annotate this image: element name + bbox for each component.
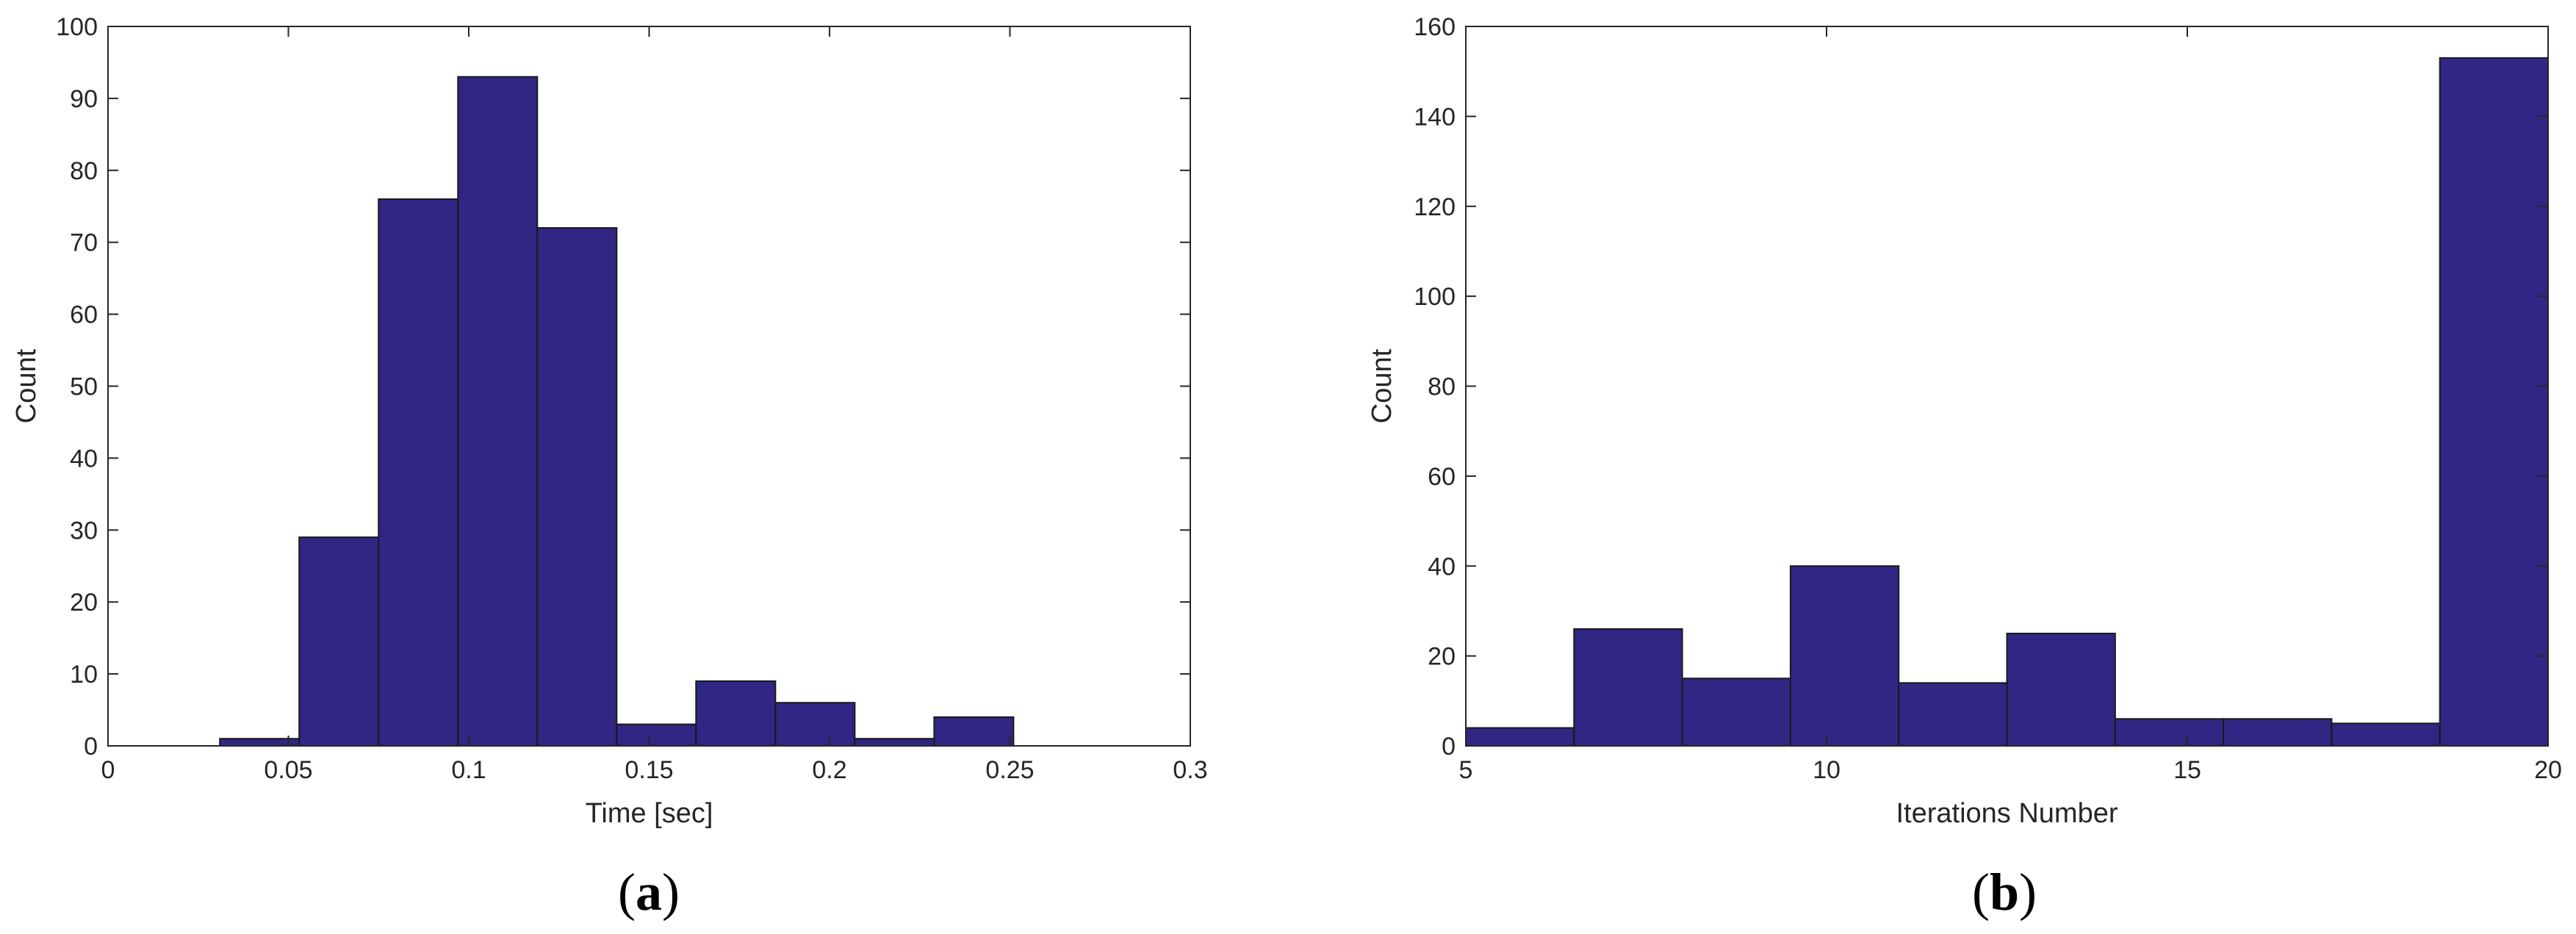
panel-caption: (a)	[618, 863, 680, 922]
histogram-bar	[2114, 718, 2225, 747]
histogram-bar	[933, 716, 1015, 747]
y-tick-label: 0	[84, 733, 98, 761]
y-tick-label: 80	[1428, 373, 1456, 401]
histogram-bar	[1789, 565, 1900, 747]
histogram-bar	[378, 198, 459, 747]
y-tick-label: 50	[70, 373, 98, 401]
y-tick-label: 140	[1414, 103, 1456, 131]
x-tick-label: 0.3	[1173, 756, 1207, 784]
y-tick-label: 40	[1428, 553, 1456, 581]
histogram-bar	[2223, 718, 2333, 747]
x-tick-label: 0.05	[264, 756, 312, 784]
histogram-bar	[219, 738, 301, 747]
y-tick-label: 20	[70, 589, 98, 617]
histogram-bar	[1681, 678, 1791, 747]
y-tick-label: 100	[1414, 283, 1456, 311]
y-tick-label: 160	[1414, 13, 1456, 41]
y-tick-label: 90	[70, 85, 98, 113]
caption-paren-open: (	[1972, 863, 1990, 922]
x-tick-label: 0.1	[451, 756, 486, 784]
caption-paren-close: )	[662, 863, 680, 922]
y-tick-label: 80	[70, 157, 98, 185]
histogram-bar	[298, 536, 380, 747]
axes-box	[107, 26, 1191, 747]
x-axis-label: Iterations Number	[1896, 798, 2118, 829]
x-tick-label: 0.15	[625, 756, 673, 784]
y-tick-label: 60	[1428, 463, 1456, 491]
x-tick-label: 0.25	[985, 756, 1034, 784]
caption-letter: b	[1990, 863, 2019, 922]
histogram-bar	[2331, 722, 2441, 747]
y-tick-label: 60	[70, 301, 98, 329]
y-tick-label: 100	[56, 13, 98, 41]
x-tick-label: 0.2	[812, 756, 846, 784]
histogram-bar	[2006, 633, 2116, 747]
histogram-bar	[2439, 57, 2549, 747]
histogram-bar	[616, 723, 697, 747]
histogram-bar	[536, 227, 618, 747]
y-tick-label: 70	[70, 229, 98, 257]
panel-caption: (b)	[1972, 863, 2037, 922]
y-tick-label: 40	[70, 445, 98, 473]
y-tick-label: 120	[1414, 193, 1456, 221]
histogram-bar	[1465, 727, 1575, 747]
x-tick-label: 20	[2534, 756, 2562, 784]
y-tick-label: 20	[1428, 643, 1456, 671]
x-tick-label: 15	[2173, 756, 2201, 784]
histogram-bar	[854, 738, 935, 747]
caption-paren-close: )	[2019, 863, 2037, 922]
histogram-panel-b: 5 10 15 20 0 20 40 60 80 100 120 140 160 Iterations N…	[1367, 13, 2562, 922]
x-tick-label: 5	[1459, 756, 1473, 784]
y-axis-label: Count	[1367, 348, 1397, 423]
y-tick-label: 30	[70, 517, 98, 545]
y-tick-label: 0	[1442, 733, 1456, 761]
histogram-bar	[1898, 682, 2008, 747]
y-tick-label: 10	[70, 661, 98, 689]
caption-paren-open: (	[618, 863, 636, 922]
histogram-panel-a: 0 0.05 0.1 0.15 0.2 0.25 0.3 0 10 20 30 40 50 60 70 80 9…	[11, 13, 1208, 922]
y-axis-label: Count	[11, 348, 42, 423]
histogram-bar	[695, 680, 777, 747]
x-axis-label: Time [sec]	[586, 798, 713, 829]
x-tick-label: 10	[1813, 756, 1841, 784]
x-tick-label: 0	[101, 756, 115, 784]
histogram-bars	[219, 76, 1015, 747]
histogram-bar	[774, 702, 856, 747]
histogram-bars	[1465, 57, 2549, 747]
caption-letter: a	[636, 863, 662, 922]
histogram-bar	[1573, 628, 1683, 747]
histogram-bar	[457, 76, 539, 747]
